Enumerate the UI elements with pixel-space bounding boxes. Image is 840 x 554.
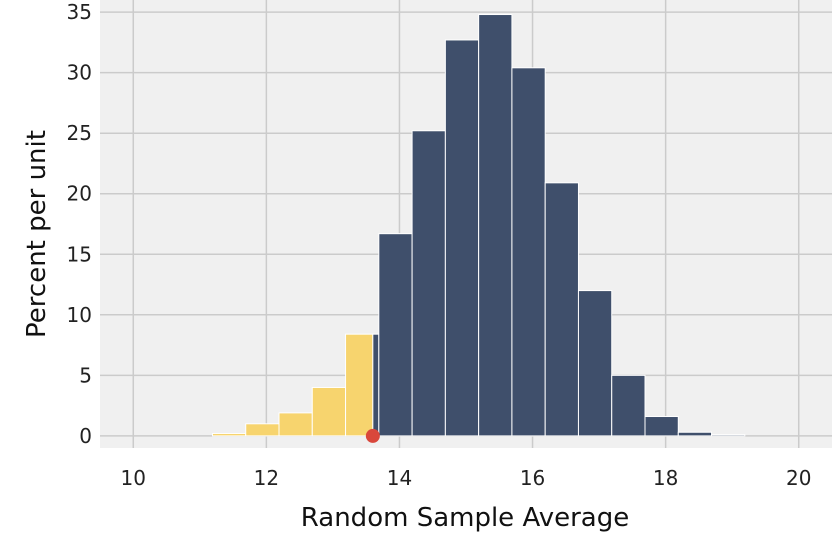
histogram-bar xyxy=(644,416,679,437)
histogram-bar xyxy=(411,130,446,437)
histogram-bar-shaded xyxy=(345,333,374,437)
x-tick-label: 18 xyxy=(653,466,678,490)
histogram-bar xyxy=(544,182,579,437)
histogram-bar xyxy=(378,233,413,437)
histogram-bar xyxy=(677,431,713,437)
histogram-bar xyxy=(511,67,546,437)
x-axis-ticks: 10 12 14 16 18 20 xyxy=(121,466,812,490)
y-tick-label: 35 xyxy=(67,0,92,24)
x-tick-label: 12 xyxy=(254,466,279,490)
x-tick-label: 16 xyxy=(520,466,545,490)
x-tick-label: 10 xyxy=(121,466,146,490)
x-tick-label: 20 xyxy=(786,466,811,490)
y-tick-label: 10 xyxy=(67,303,92,327)
y-tick-label: 20 xyxy=(67,182,92,206)
histogram-bar-shaded xyxy=(278,412,313,437)
histogram-bar xyxy=(711,434,746,437)
y-axis-label: Percent per unit xyxy=(22,130,52,338)
histogram-bar-shaded xyxy=(311,386,347,437)
histogram-bar-shaded xyxy=(211,432,247,437)
x-tick-label: 14 xyxy=(387,466,412,490)
y-tick-label: 25 xyxy=(67,121,92,145)
histogram-bar xyxy=(577,290,613,437)
y-tick-label: 5 xyxy=(79,363,92,387)
histogram-bar xyxy=(478,14,513,437)
x-axis-label: Random Sample Average xyxy=(301,503,629,533)
histogram-bar xyxy=(444,39,480,437)
observed-marker xyxy=(365,428,380,443)
histogram-bar xyxy=(372,333,380,437)
histogram-bar xyxy=(611,374,646,437)
y-tick-label: 0 xyxy=(79,424,92,448)
y-tick-label: 15 xyxy=(67,242,92,266)
y-tick-label: 30 xyxy=(67,61,92,85)
observed-statistic-dot xyxy=(365,428,380,443)
y-axis-ticks: 0 5 10 15 20 25 30 35 xyxy=(67,0,92,448)
histogram-bar-shaded xyxy=(245,423,280,437)
histogram-bars xyxy=(211,14,746,437)
